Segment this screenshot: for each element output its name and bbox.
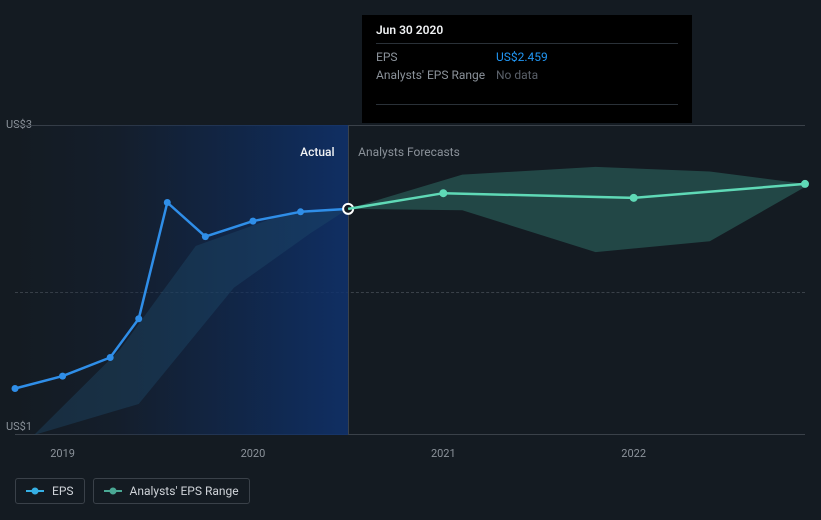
x-axis-tick: 2022 — [621, 447, 646, 460]
tooltip-date: Jun 30 2020 — [376, 23, 678, 44]
legend: EPS Analysts' EPS Range — [15, 478, 250, 504]
tooltip-value: US$2.459 — [496, 50, 548, 64]
legend-label: EPS — [52, 484, 74, 498]
legend-swatch-range — [104, 490, 122, 492]
tooltip-row: EPS US$2.459 — [376, 48, 678, 66]
tooltip-value: No data — [496, 68, 538, 82]
legend-swatch-eps — [26, 490, 44, 492]
tooltip-label: EPS — [376, 50, 496, 64]
x-axis: 2019 2020 2021 2022 — [15, 447, 806, 467]
legend-label: Analysts' EPS Range — [130, 484, 239, 498]
tooltip: Jun 30 2020 EPS US$2.459 Analysts' EPS R… — [362, 15, 692, 123]
y-axis-label-bottom: US$1 — [6, 420, 32, 433]
x-axis-tick: 2020 — [241, 447, 266, 460]
legend-item-eps[interactable]: EPS — [15, 478, 85, 504]
x-axis-tick: 2021 — [431, 447, 456, 460]
tooltip-label: Analysts' EPS Range — [376, 68, 496, 82]
chart-svg — [15, 125, 805, 435]
x-axis-tick: 2019 — [50, 447, 75, 460]
tooltip-row: Analysts' EPS Range No data — [376, 66, 678, 84]
legend-item-range[interactable]: Analysts' EPS Range — [93, 478, 250, 504]
tooltip-divider — [376, 104, 678, 105]
chart-plot-area[interactable]: Actual Analysts Forecasts — [15, 125, 805, 435]
